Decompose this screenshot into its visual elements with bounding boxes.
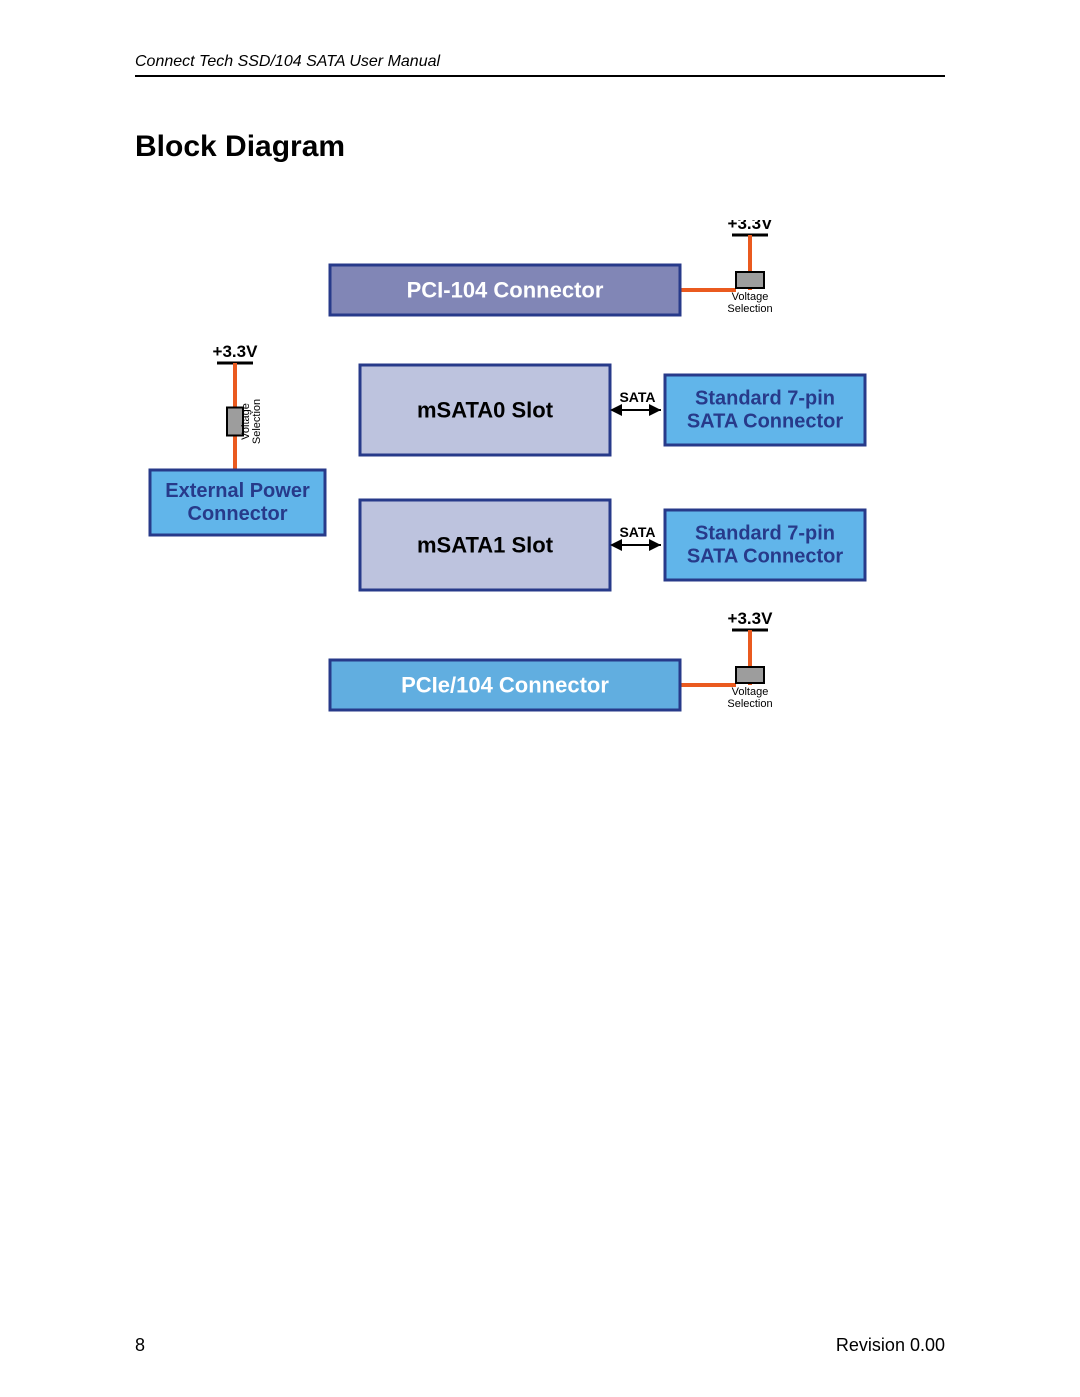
voltage-selection-jumper <box>736 667 764 683</box>
voltage-selection-label: Voltage <box>732 686 769 698</box>
section-title: Block Diagram <box>135 130 345 164</box>
diagram-box-label: Connector <box>188 503 288 525</box>
footer-revision: Revision 0.00 <box>836 1335 945 1356</box>
diagram-box-label: Standard 7-pin <box>695 523 835 545</box>
diagram-box-label: mSATA0 Slot <box>417 398 554 423</box>
header-rule <box>135 75 945 77</box>
diagram-box-label: SATA Connector <box>687 546 844 568</box>
diagram-box-label: mSATA1 Slot <box>417 533 554 558</box>
diagram-box-label: Standard 7-pin <box>695 388 835 410</box>
diagram-box-label: PCIe/104 Connector <box>401 673 609 698</box>
voltage-selection-jumper <box>736 272 764 288</box>
diagram-box-label: External Power <box>165 480 310 502</box>
block-diagram: +3.3VVoltageSelection+3.3VVoltageSelecti… <box>135 220 945 760</box>
voltage-selection-label: Voltage <box>732 291 769 303</box>
voltage-selection-label: Selection <box>251 399 263 444</box>
header-title: Connect Tech SSD/104 SATA User Manual <box>135 53 440 71</box>
voltage-label: +3.3V <box>728 220 774 233</box>
sata-link-label: SATA <box>619 524 655 540</box>
diagram-box-label: PCI-104 Connector <box>407 278 604 303</box>
voltage-label: +3.3V <box>728 609 774 628</box>
page: Connect Tech SSD/104 SATA User Manual Bl… <box>0 0 1080 1397</box>
voltage-label: +3.3V <box>213 342 259 361</box>
sata-link-label: SATA <box>619 389 655 405</box>
diagram-box-label: SATA Connector <box>687 411 844 433</box>
voltage-selection-label: Selection <box>727 698 772 710</box>
footer-page-number: 8 <box>135 1335 145 1356</box>
voltage-selection-label: Selection <box>727 303 772 315</box>
